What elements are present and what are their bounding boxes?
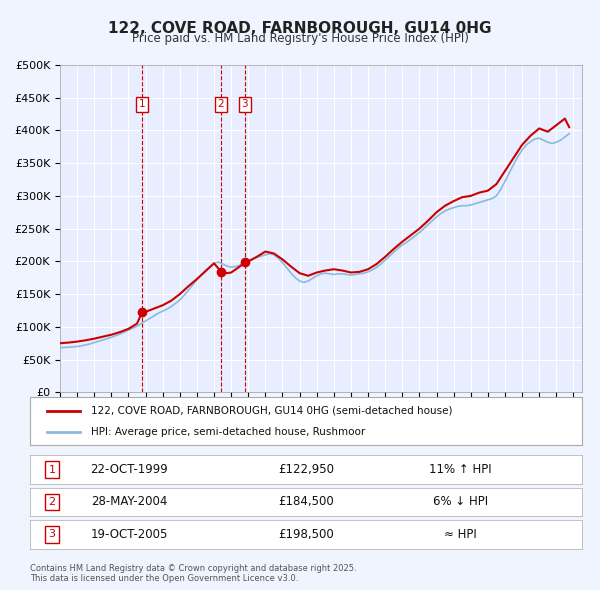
Text: 1: 1 xyxy=(139,99,146,109)
Text: Price paid vs. HM Land Registry's House Price Index (HPI): Price paid vs. HM Land Registry's House … xyxy=(131,32,469,45)
Text: Contains HM Land Registry data © Crown copyright and database right 2025.
This d: Contains HM Land Registry data © Crown c… xyxy=(30,563,356,583)
Text: £122,950: £122,950 xyxy=(278,463,334,476)
Text: £198,500: £198,500 xyxy=(278,528,334,541)
Text: 2: 2 xyxy=(218,99,224,109)
Text: 22-OCT-1999: 22-OCT-1999 xyxy=(91,463,168,476)
Text: 11% ↑ HPI: 11% ↑ HPI xyxy=(429,463,492,476)
Text: 19-OCT-2005: 19-OCT-2005 xyxy=(91,528,168,541)
Text: 122, COVE ROAD, FARNBOROUGH, GU14 0HG: 122, COVE ROAD, FARNBOROUGH, GU14 0HG xyxy=(108,21,492,35)
Text: 28-MAY-2004: 28-MAY-2004 xyxy=(91,496,167,509)
Text: 1: 1 xyxy=(49,464,56,474)
Text: 6% ↓ HPI: 6% ↓ HPI xyxy=(433,496,488,509)
Text: HPI: Average price, semi-detached house, Rushmoor: HPI: Average price, semi-detached house,… xyxy=(91,427,365,437)
Text: ≈ HPI: ≈ HPI xyxy=(444,528,477,541)
Text: 122, COVE ROAD, FARNBOROUGH, GU14 0HG (semi-detached house): 122, COVE ROAD, FARNBOROUGH, GU14 0HG (s… xyxy=(91,405,452,415)
Text: 3: 3 xyxy=(242,99,248,109)
Text: 3: 3 xyxy=(49,529,56,539)
Text: 2: 2 xyxy=(49,497,56,507)
Text: £184,500: £184,500 xyxy=(278,496,334,509)
